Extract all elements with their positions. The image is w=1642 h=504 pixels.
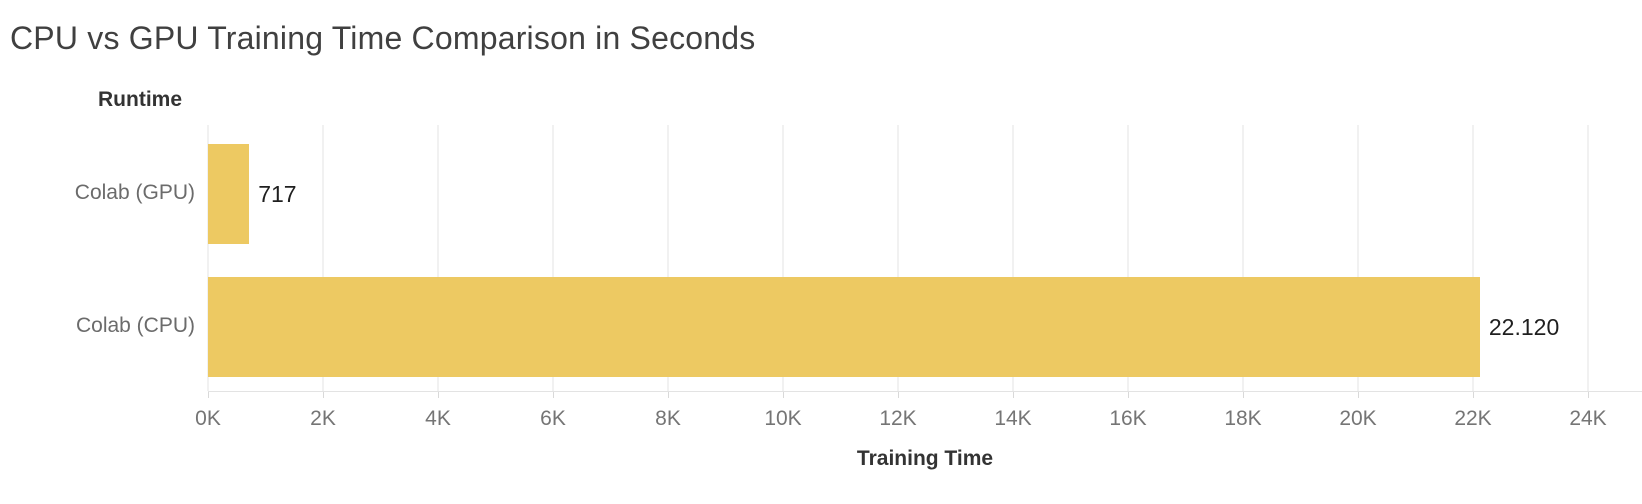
gridline bbox=[1012, 125, 1014, 391]
x-axis-tick-mark bbox=[1013, 392, 1014, 398]
bar-colab-cpu[interactable] bbox=[208, 276, 1480, 377]
gridline bbox=[322, 125, 324, 391]
x-axis-tick-label: 22K bbox=[1454, 407, 1492, 430]
gridline bbox=[552, 125, 554, 391]
x-axis-tick-label: 20K bbox=[1339, 407, 1377, 430]
x-axis-tick-label: 16K bbox=[1109, 407, 1147, 430]
x-axis-tick-mark bbox=[438, 392, 439, 398]
bar-colab-gpu[interactable] bbox=[208, 143, 250, 244]
bar-value-label: 22.120 bbox=[1488, 313, 1560, 340]
x-axis-tick-label: 18K bbox=[1224, 407, 1262, 430]
x-axis-tick-label: 12K bbox=[879, 407, 917, 430]
gridline bbox=[667, 125, 669, 391]
gridline bbox=[782, 125, 784, 391]
x-axis-tick-mark bbox=[1588, 392, 1589, 398]
gridline bbox=[1472, 125, 1474, 391]
x-axis-title: Training Time bbox=[856, 447, 994, 470]
gridline bbox=[207, 125, 209, 391]
x-axis-tick-mark bbox=[783, 392, 784, 398]
x-axis-line bbox=[208, 391, 1642, 392]
category-label-colab-cpu: Colab (CPU) bbox=[75, 313, 195, 337]
x-axis-tick-mark bbox=[1358, 392, 1359, 398]
x-axis-tick-mark bbox=[1128, 392, 1129, 398]
x-axis-tick-mark bbox=[668, 392, 669, 398]
x-axis-tick-mark bbox=[898, 392, 899, 398]
x-axis-tick-label: 2K bbox=[310, 407, 336, 430]
gridline bbox=[1127, 125, 1129, 391]
gridline bbox=[897, 125, 899, 391]
x-axis-tick-label: 0K bbox=[195, 407, 221, 430]
chart-title: CPU vs GPU Training Time Comparison in S… bbox=[10, 20, 756, 56]
x-axis-tick-label: 8K bbox=[655, 407, 681, 430]
row-header-label: Runtime bbox=[98, 88, 182, 111]
x-axis-tick-label: 10K bbox=[764, 407, 802, 430]
category-label-colab-gpu: Colab (GPU) bbox=[74, 180, 195, 204]
gridline bbox=[1587, 125, 1589, 391]
x-axis-tick-label: 24K bbox=[1569, 407, 1607, 430]
x-axis-tick-label: 6K bbox=[540, 407, 566, 430]
plot-area: 717 22.120 bbox=[207, 125, 1642, 391]
x-axis-tick-label: 14K bbox=[994, 407, 1032, 430]
x-axis-tick-mark bbox=[553, 392, 554, 398]
gridline bbox=[1357, 125, 1359, 391]
x-axis-tick-mark bbox=[323, 392, 324, 398]
x-axis-tick-label: 4K bbox=[425, 407, 451, 430]
gridline bbox=[437, 125, 439, 391]
gridline bbox=[1242, 125, 1244, 391]
x-axis-tick-mark bbox=[208, 392, 209, 398]
bar-value-label: 717 bbox=[258, 180, 297, 207]
x-axis-tick-mark bbox=[1473, 392, 1474, 398]
x-axis-tick-mark bbox=[1243, 392, 1244, 398]
